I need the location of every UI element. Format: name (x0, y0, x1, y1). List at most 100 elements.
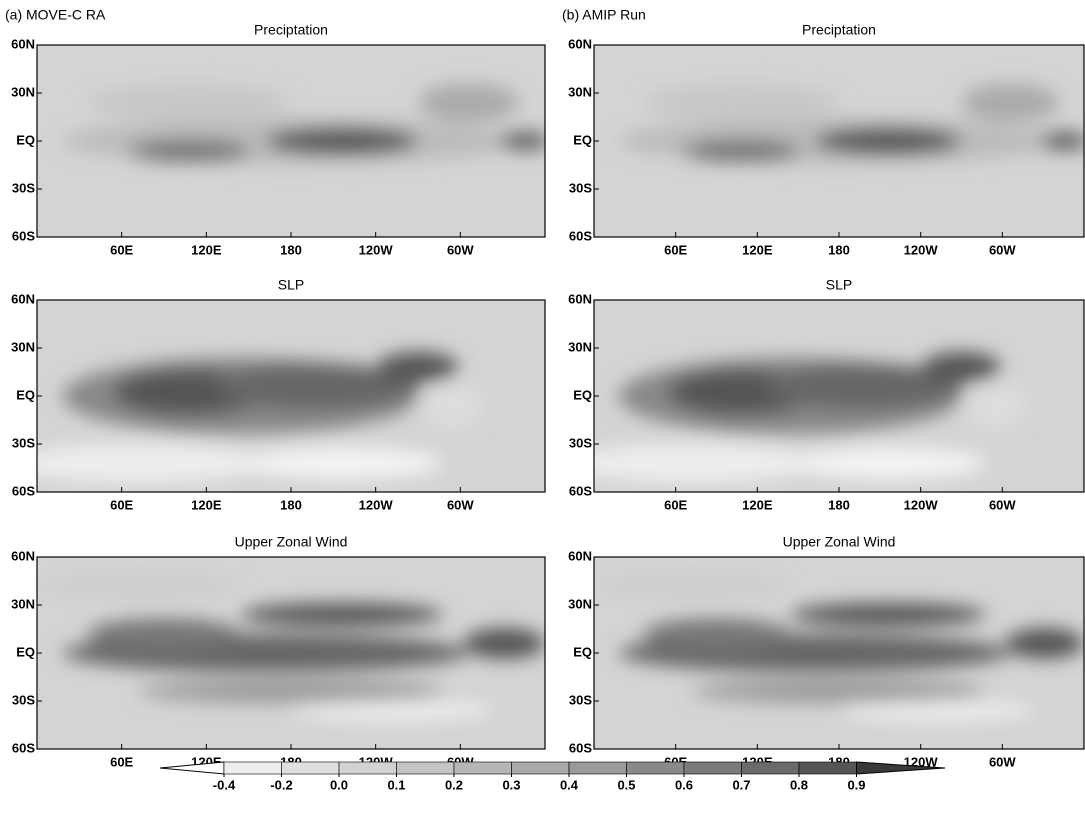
colorbar-box (626, 761, 685, 775)
colorbar-box (281, 761, 340, 775)
lat-label: EQ (16, 132, 35, 147)
colorbar-label: 0.2 (445, 777, 463, 792)
shade (499, 131, 545, 151)
shade (765, 363, 962, 410)
panel-title: SLP (278, 277, 304, 293)
shade (692, 679, 986, 703)
shade (1005, 628, 1084, 659)
colorbar-label: 0.9 (847, 777, 865, 792)
colorbar-box (453, 761, 512, 775)
colorbar-box (683, 761, 742, 775)
shade (87, 618, 241, 650)
lon-label: 180 (280, 242, 302, 257)
shading (37, 351, 485, 483)
shade (423, 382, 485, 429)
lat-label: EQ (16, 644, 35, 659)
lon-label: 180 (828, 497, 850, 512)
map-field (37, 45, 545, 237)
map-panel: (b) AMIP Run Preciptation 60N 30N EQ 30S 60S 60… (562, 7, 1085, 257)
panel-label: (a) MOVE-C RA (5, 7, 106, 23)
map-panel: Upper Zonal Wind60N30NEQ30S60S60E120E180… (11, 534, 546, 769)
colorbar-box (396, 761, 455, 775)
lon-label: 180 (280, 497, 302, 512)
colorbar-box (568, 761, 627, 775)
lat-label: 30N (11, 596, 35, 611)
lat-label: 60S (569, 483, 592, 498)
map-field (594, 45, 1084, 237)
lat-label: 60N (11, 548, 35, 563)
colorbar-label: 0.0 (330, 777, 348, 792)
panel-title: Preciptation (254, 22, 328, 38)
colorbar: -0.4 -0.2 0.0 0.1 0.2 0.3 0.4 0.5 0.6 0.7 0.8 0.9 (159, 761, 946, 792)
lon-label: 60W (989, 242, 1016, 257)
lon-label: 60E (664, 242, 687, 257)
shade (966, 382, 1026, 429)
colorbar-label: 0.5 (617, 777, 635, 792)
lon-label: 120E (742, 497, 773, 512)
shade (463, 628, 545, 659)
lat-label: 60S (12, 483, 35, 498)
lat-label: 60S (569, 740, 592, 755)
shade (594, 574, 790, 598)
shade (240, 447, 444, 479)
colorbar-box (223, 761, 282, 775)
shade (240, 603, 444, 627)
shade (814, 127, 962, 155)
lat-label: EQ (573, 132, 592, 147)
shade (87, 83, 292, 122)
lat-label: 30N (568, 339, 592, 354)
shade (643, 83, 839, 122)
lon-label: 60E (110, 242, 133, 257)
shading (594, 351, 1026, 483)
lon-label: 60E (110, 497, 133, 512)
shade (961, 83, 1060, 122)
lat-label: 30N (11, 339, 35, 354)
colorbar-high (856, 761, 946, 775)
map-panel: (a) MOVE-C RA Preciptation 60N 30N EQ 30S 60S 6… (5, 7, 546, 257)
panel-title: Upper Zonal Wind (235, 534, 348, 550)
shade (790, 603, 986, 627)
colorbar-label: 0.8 (790, 777, 808, 792)
colorbar-label: -0.4 (213, 777, 236, 792)
colorbar-label: 0.1 (387, 777, 405, 792)
shade (839, 701, 1035, 721)
lon-label: 120W (359, 242, 394, 257)
colorbar-label: -0.2 (270, 777, 292, 792)
lon-label: 60W (989, 497, 1016, 512)
map-field (37, 557, 545, 749)
shade (682, 139, 800, 163)
lon-label: 60E (664, 497, 687, 512)
shade (291, 701, 495, 721)
lat-label: 30N (568, 84, 592, 99)
lat-label: 60S (12, 228, 35, 243)
lon-label: 120E (742, 242, 773, 257)
lat-label: 30S (12, 435, 35, 450)
map-field (594, 300, 1084, 492)
lat-label: 30N (568, 596, 592, 611)
shade (1039, 131, 1084, 151)
lat-label: 30S (569, 180, 592, 195)
shading (618, 83, 1084, 165)
lon-label: 60W (447, 242, 474, 257)
colorbar-label: 0.7 (732, 777, 750, 792)
lat-label: 30S (569, 435, 592, 450)
map-field (594, 557, 1084, 749)
shade (265, 127, 418, 155)
lat-label: 60N (568, 291, 592, 306)
colorbar-box (338, 761, 397, 775)
panel-label: (b) AMIP Run (562, 7, 646, 23)
shading (62, 83, 545, 165)
map-panel: SLP 60N 30N EQ 30S 60S 60E 120E 180 120W 60W (568, 277, 1085, 512)
shade (922, 351, 1001, 383)
map-panel: Upper Zonal Wind60N30NEQ30S60S60E120E180… (568, 534, 1085, 769)
lat-label: EQ (573, 644, 592, 659)
lon-label: 180 (828, 242, 850, 257)
lon-label: 60W (989, 754, 1016, 769)
shade (37, 444, 266, 483)
shade (643, 618, 790, 650)
lon-label: 120W (904, 242, 939, 257)
lat-label: 30S (12, 180, 35, 195)
map-field (37, 300, 545, 492)
shade (138, 679, 444, 703)
